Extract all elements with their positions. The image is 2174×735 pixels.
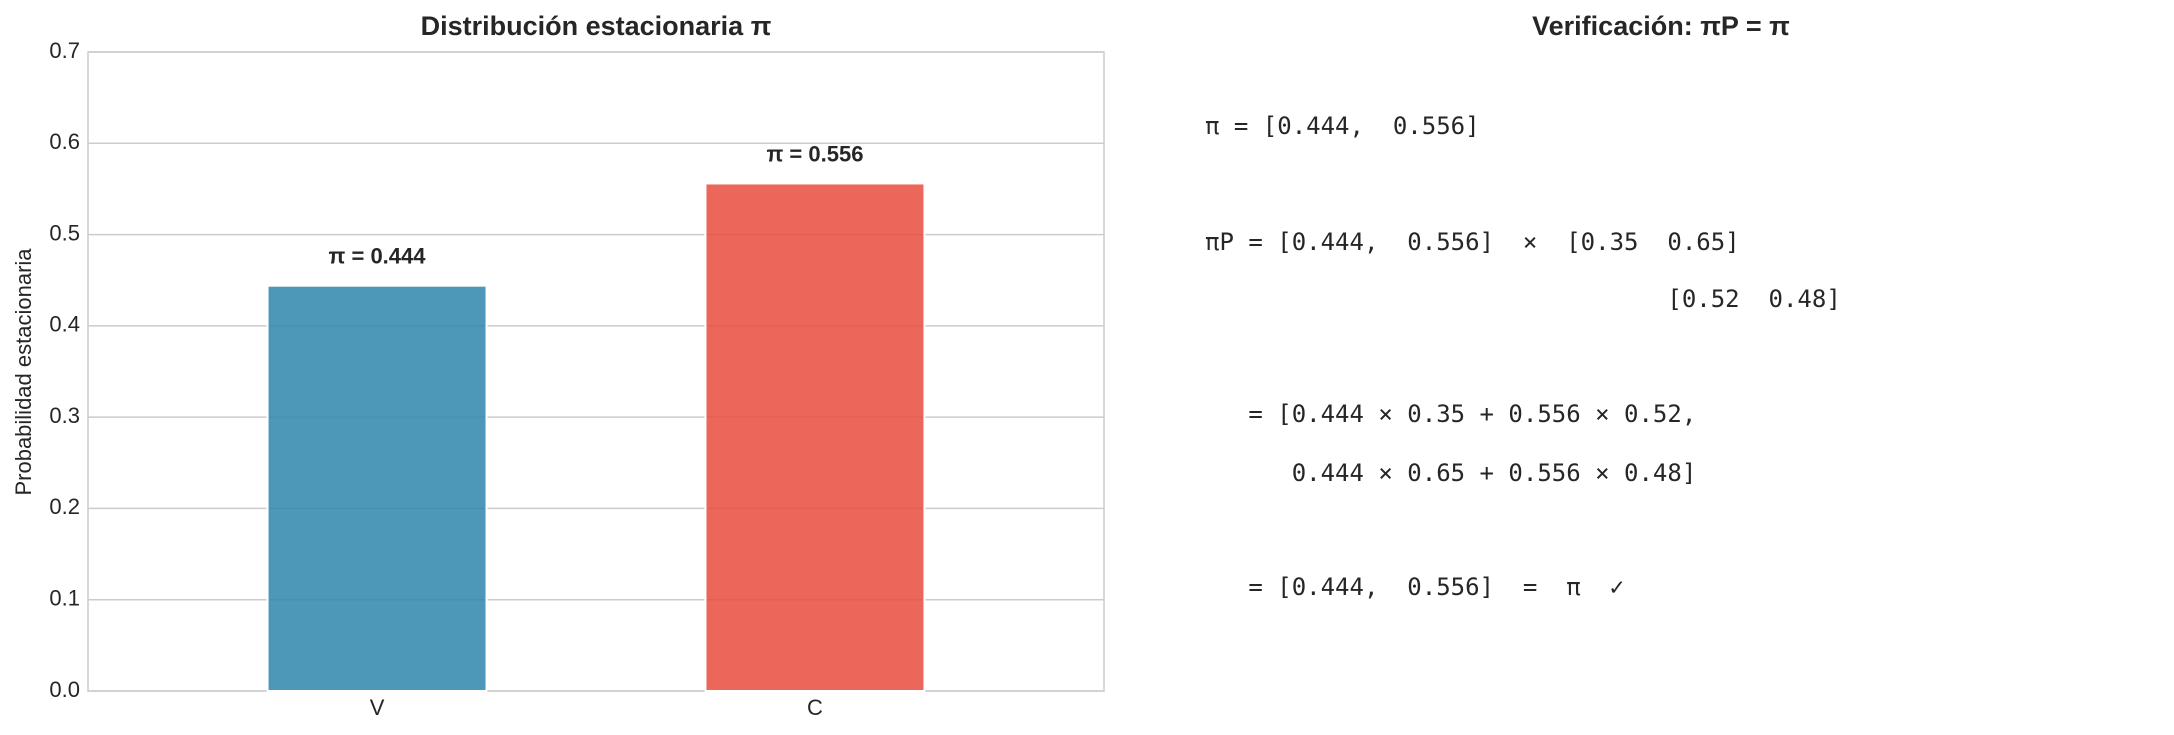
y-axis-label: Probabilidad estacionaria	[11, 248, 36, 496]
y-tick-label: 0.0	[49, 677, 80, 702]
y-tick-label: 0.1	[49, 586, 80, 611]
equation-line: π = [0.444, 0.556]	[1205, 112, 1480, 140]
y-tick-label: 0.3	[49, 403, 80, 428]
y-tick-label: 0.2	[49, 494, 80, 519]
data-label: π = 0.444	[329, 244, 427, 269]
y-tick-label: 0.7	[49, 38, 80, 63]
equation-line: = [0.444, 0.556] = π ✓	[1205, 573, 1624, 601]
y-tick-label: 0.4	[49, 312, 80, 337]
chart-title: Distribución estacionaria π	[421, 11, 772, 41]
y-tick-label: 0.6	[49, 129, 80, 154]
x-tick-label: V	[370, 695, 385, 720]
equation-line: πP = [0.444, 0.556] × [0.35 0.65]	[1205, 228, 1740, 256]
equation-line: [0.52 0.48]	[1205, 285, 1841, 313]
x-tick-label: C	[807, 695, 823, 720]
bar	[704, 182, 926, 693]
plot-frame	[87, 51, 1105, 692]
panel-title: Verificación: πP = π	[1532, 11, 1790, 41]
data-label: π = 0.556	[766, 141, 863, 166]
bar	[266, 284, 488, 692]
equation-line: = [0.444 × 0.35 + 0.556 × 0.52,	[1205, 400, 1696, 428]
equation-line: 0.444 × 0.65 + 0.556 × 0.48]	[1205, 459, 1696, 487]
y-tick-label: 0.5	[49, 220, 80, 245]
